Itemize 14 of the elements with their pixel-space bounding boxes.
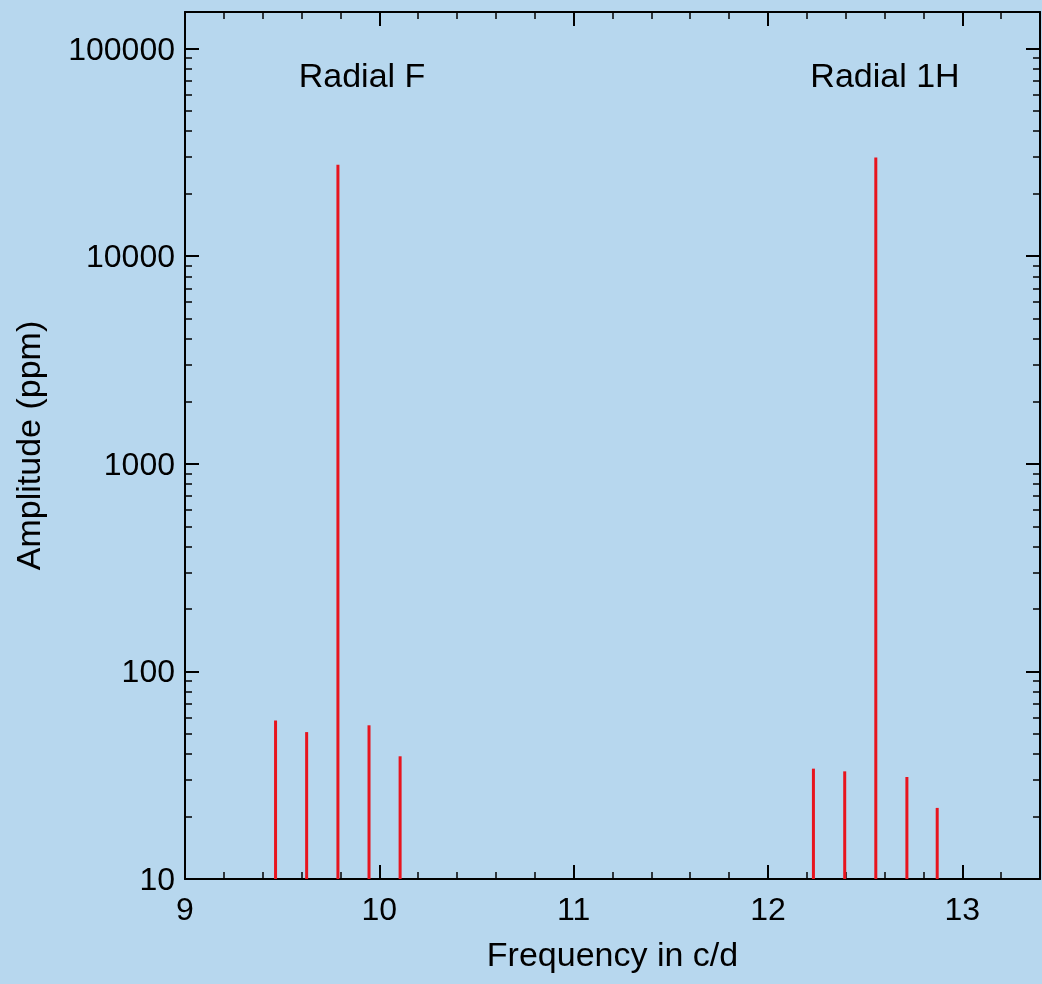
x-tick-label: 11 xyxy=(557,891,591,927)
annotation: Radial F xyxy=(298,56,426,94)
x-tick-label: 13 xyxy=(944,891,981,927)
y-tick-label: 10 xyxy=(139,861,175,897)
y-tick-label: 10000 xyxy=(86,238,175,275)
y-tick-label: 1000 xyxy=(103,445,175,482)
x-axis-title: Frequency in c/d xyxy=(486,935,739,973)
y-tick-label: 100000 xyxy=(68,30,175,67)
y-tick-label: 100 xyxy=(121,653,175,690)
x-tick-label: 9 xyxy=(176,891,194,927)
x-tick-label: 12 xyxy=(750,891,786,927)
annotation: Radial 1H xyxy=(810,56,960,94)
x-tick-label: 10 xyxy=(361,891,398,927)
y-axis-title: Amplitude (ppm) xyxy=(9,320,47,571)
